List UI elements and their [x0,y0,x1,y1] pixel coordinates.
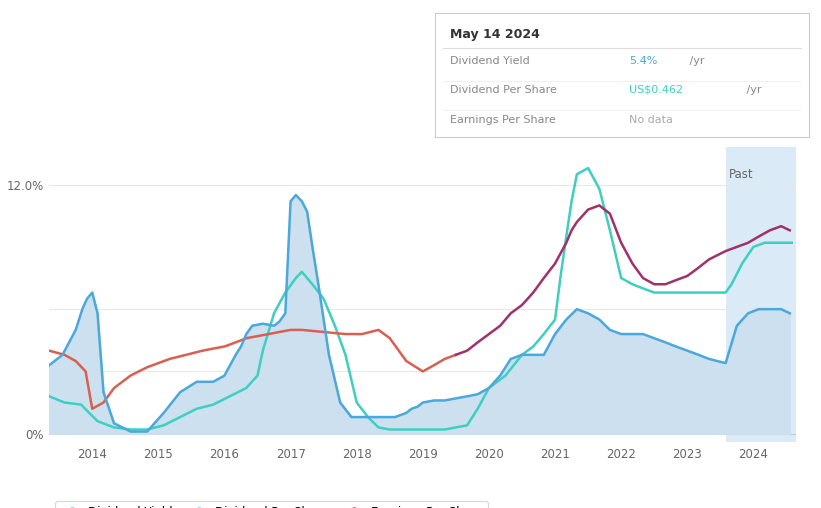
Text: 5.4%: 5.4% [630,56,658,66]
Text: /yr: /yr [743,85,761,95]
Text: May 14 2024: May 14 2024 [450,27,540,41]
Text: Dividend Per Share: Dividend Per Share [450,85,557,95]
Text: No data: No data [630,115,673,125]
Legend: Dividend Yield, Dividend Per Share, Earnings Per Share: Dividend Yield, Dividend Per Share, Earn… [55,501,488,508]
Text: Earnings Per Share: Earnings Per Share [450,115,556,125]
Text: US$0.462: US$0.462 [630,85,684,95]
Bar [726,147,796,442]
Text: Past: Past [729,168,754,181]
Text: /yr: /yr [686,56,704,66]
Text: Dividend Yield: Dividend Yield [450,56,530,66]
